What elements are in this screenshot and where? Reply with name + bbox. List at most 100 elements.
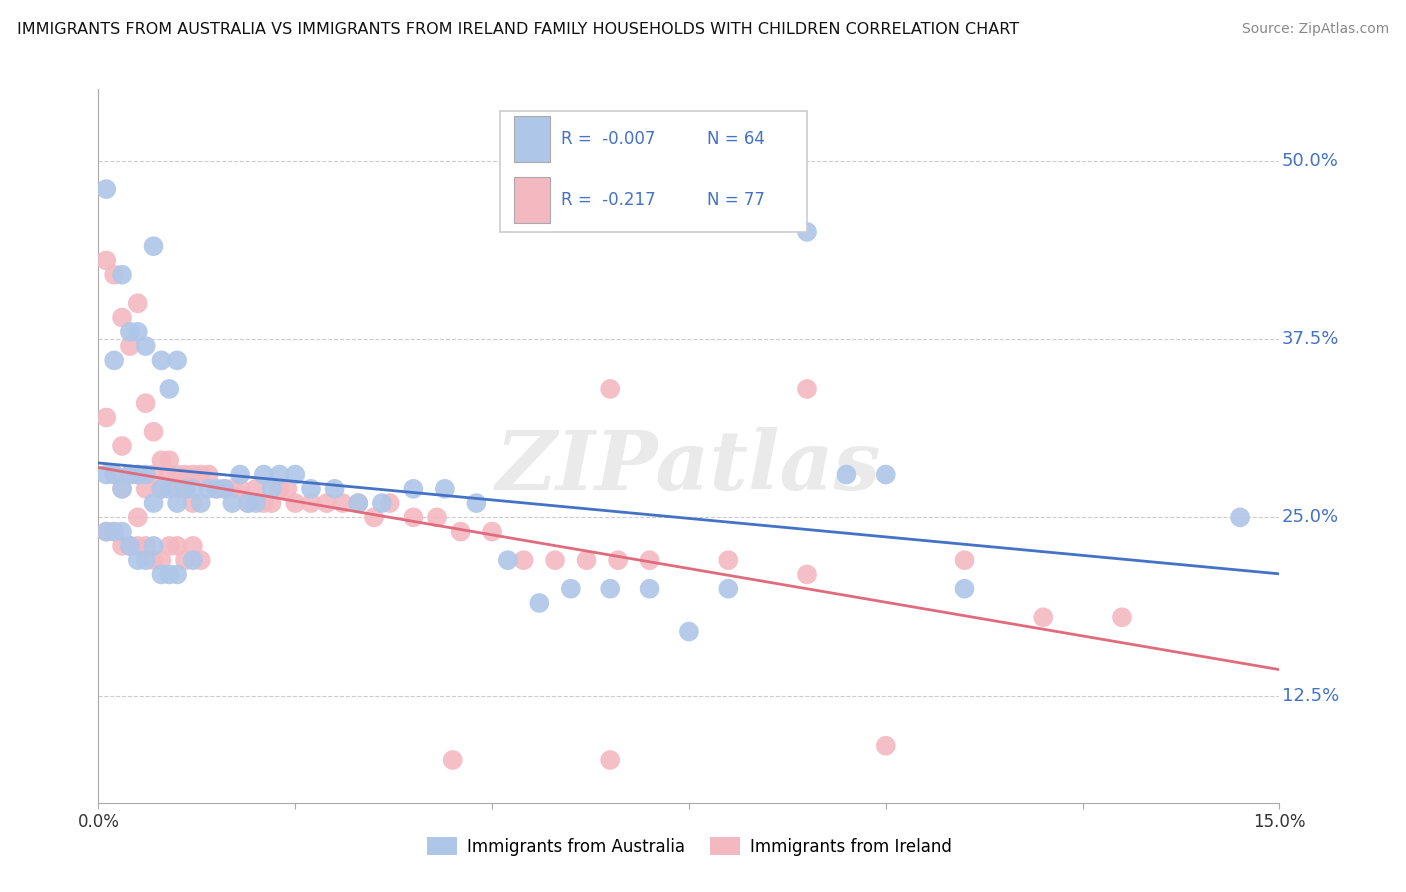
Point: [253, 467, 276, 482]
Point: [166, 539, 188, 553]
Point: [441, 753, 464, 767]
Point: [402, 482, 425, 496]
Point: [157, 453, 180, 467]
Text: R =  -0.007: R = -0.007: [561, 130, 655, 148]
Point: [260, 482, 283, 496]
Point: [111, 439, 134, 453]
Text: Source: ZipAtlas.com: Source: ZipAtlas.com: [1241, 22, 1389, 37]
Point: [111, 310, 134, 325]
Point: [205, 482, 228, 496]
Text: 50.0%: 50.0%: [1282, 152, 1339, 169]
Point: [181, 467, 204, 482]
Point: [269, 482, 291, 496]
Point: [284, 496, 307, 510]
Point: [118, 467, 141, 482]
Point: [127, 325, 149, 339]
Point: [1111, 610, 1133, 624]
Point: [190, 467, 212, 482]
Point: [607, 553, 630, 567]
Point: [638, 582, 661, 596]
Point: [214, 482, 236, 496]
Point: [323, 482, 346, 496]
Point: [465, 496, 488, 510]
Point: [347, 496, 370, 510]
Point: [299, 496, 322, 510]
Text: 12.5%: 12.5%: [1282, 687, 1339, 705]
Point: [174, 553, 197, 567]
Point: [127, 539, 149, 553]
Point: [796, 225, 818, 239]
Point: [150, 482, 173, 496]
Point: [835, 467, 858, 482]
Point: [276, 482, 298, 496]
Point: [142, 467, 165, 482]
Point: [103, 268, 125, 282]
Point: [150, 453, 173, 467]
Point: [157, 482, 180, 496]
Point: [347, 496, 370, 510]
Point: [332, 496, 354, 510]
Point: [512, 553, 534, 567]
Point: [157, 467, 180, 482]
Text: R =  -0.217: R = -0.217: [561, 191, 657, 209]
Point: [142, 539, 165, 553]
Point: [599, 753, 621, 767]
Point: [96, 182, 118, 196]
Point: [96, 524, 118, 539]
Point: [529, 596, 551, 610]
Point: [150, 553, 173, 567]
Point: [678, 624, 700, 639]
Point: [96, 467, 118, 482]
Point: [135, 539, 157, 553]
Point: [166, 353, 188, 368]
Point: [111, 524, 134, 539]
Point: [599, 382, 621, 396]
Point: [135, 467, 157, 482]
Point: [174, 482, 197, 496]
Point: [1229, 510, 1251, 524]
Point: [181, 496, 204, 510]
Point: [450, 524, 472, 539]
Point: [135, 339, 157, 353]
Point: [150, 482, 173, 496]
FancyBboxPatch shape: [515, 177, 550, 223]
Point: [157, 539, 180, 553]
Point: [363, 510, 385, 524]
Point: [221, 482, 243, 496]
Point: [245, 496, 267, 510]
Point: [111, 539, 134, 553]
Text: IMMIGRANTS FROM AUSTRALIA VS IMMIGRANTS FROM IRELAND FAMILY HOUSEHOLDS WITH CHIL: IMMIGRANTS FROM AUSTRALIA VS IMMIGRANTS …: [17, 22, 1019, 37]
Point: [118, 325, 141, 339]
Point: [236, 496, 259, 510]
FancyBboxPatch shape: [501, 111, 807, 232]
Point: [717, 553, 740, 567]
Point: [127, 553, 149, 567]
Point: [481, 524, 503, 539]
Point: [166, 496, 188, 510]
Point: [544, 553, 567, 567]
Point: [181, 553, 204, 567]
Point: [96, 410, 118, 425]
Point: [118, 467, 141, 482]
Point: [214, 482, 236, 496]
Point: [260, 496, 283, 510]
Point: [142, 425, 165, 439]
Text: 25.0%: 25.0%: [1282, 508, 1339, 526]
Point: [135, 482, 157, 496]
Point: [103, 467, 125, 482]
Point: [150, 353, 173, 368]
Point: [111, 482, 134, 496]
Text: 37.5%: 37.5%: [1282, 330, 1339, 348]
Legend: Immigrants from Australia, Immigrants from Ireland: Immigrants from Australia, Immigrants fr…: [420, 830, 957, 863]
Point: [299, 482, 322, 496]
Point: [111, 482, 134, 496]
Point: [96, 524, 118, 539]
Point: [229, 482, 252, 496]
Point: [796, 382, 818, 396]
Point: [181, 482, 204, 496]
Point: [174, 482, 197, 496]
Point: [197, 467, 219, 482]
Point: [142, 553, 165, 567]
Text: N = 77: N = 77: [707, 191, 765, 209]
Point: [717, 582, 740, 596]
